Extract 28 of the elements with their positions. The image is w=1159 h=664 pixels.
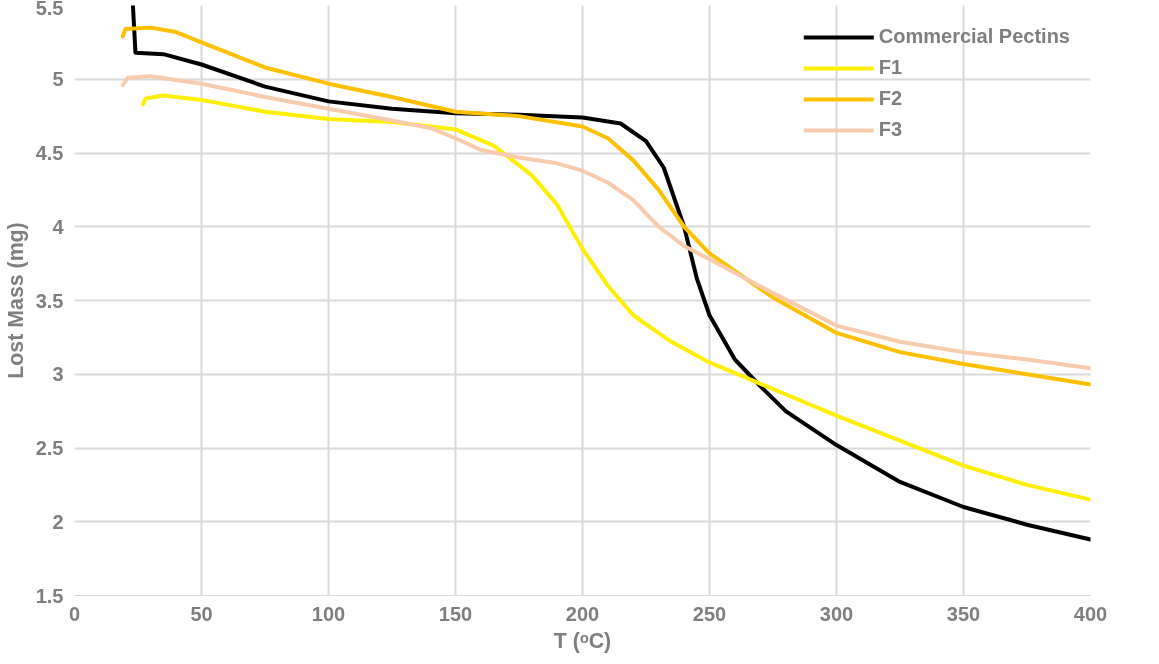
legend-label: F1: [878, 56, 903, 79]
line-series: [120, 25, 1091, 387]
y-tick-label: 2.5: [35, 437, 64, 459]
legend-label: F3: [878, 118, 903, 141]
x-tick-label: 400: [1073, 602, 1108, 625]
legend-label: Commercial Pectins: [878, 25, 1070, 48]
legend-label: F2: [878, 87, 903, 110]
y-tick-label: 3: [52, 363, 64, 386]
y-tick-label: 1.5: [35, 584, 64, 607]
line-series: [120, 74, 1091, 371]
y-tick-label: 2: [52, 510, 64, 533]
line-series: [130, 5, 1091, 542]
y-tick-label: 5: [52, 68, 64, 91]
y-tick-label: 3.5: [35, 289, 64, 312]
x-tick-label: 200: [565, 602, 600, 625]
x-tick-label: 100: [311, 602, 346, 625]
x-tick-label: 350: [946, 602, 981, 625]
y-tick-label: 5.5: [35, 0, 64, 19]
x-tick-label: 150: [438, 602, 473, 625]
line-series: [141, 93, 1091, 502]
y-tick-label: 4: [52, 215, 65, 238]
x-tick-label: 300: [819, 602, 854, 625]
y-tick-label: 4.5: [35, 142, 64, 164]
x-tick-label: 50: [190, 602, 213, 625]
x-tick-label: 250: [692, 602, 727, 625]
y-axis-title: Lost Mass (mg): [3, 222, 28, 379]
x-tick-label: 0: [68, 602, 81, 625]
x-axis-title: T (ᵒC): [553, 628, 612, 653]
